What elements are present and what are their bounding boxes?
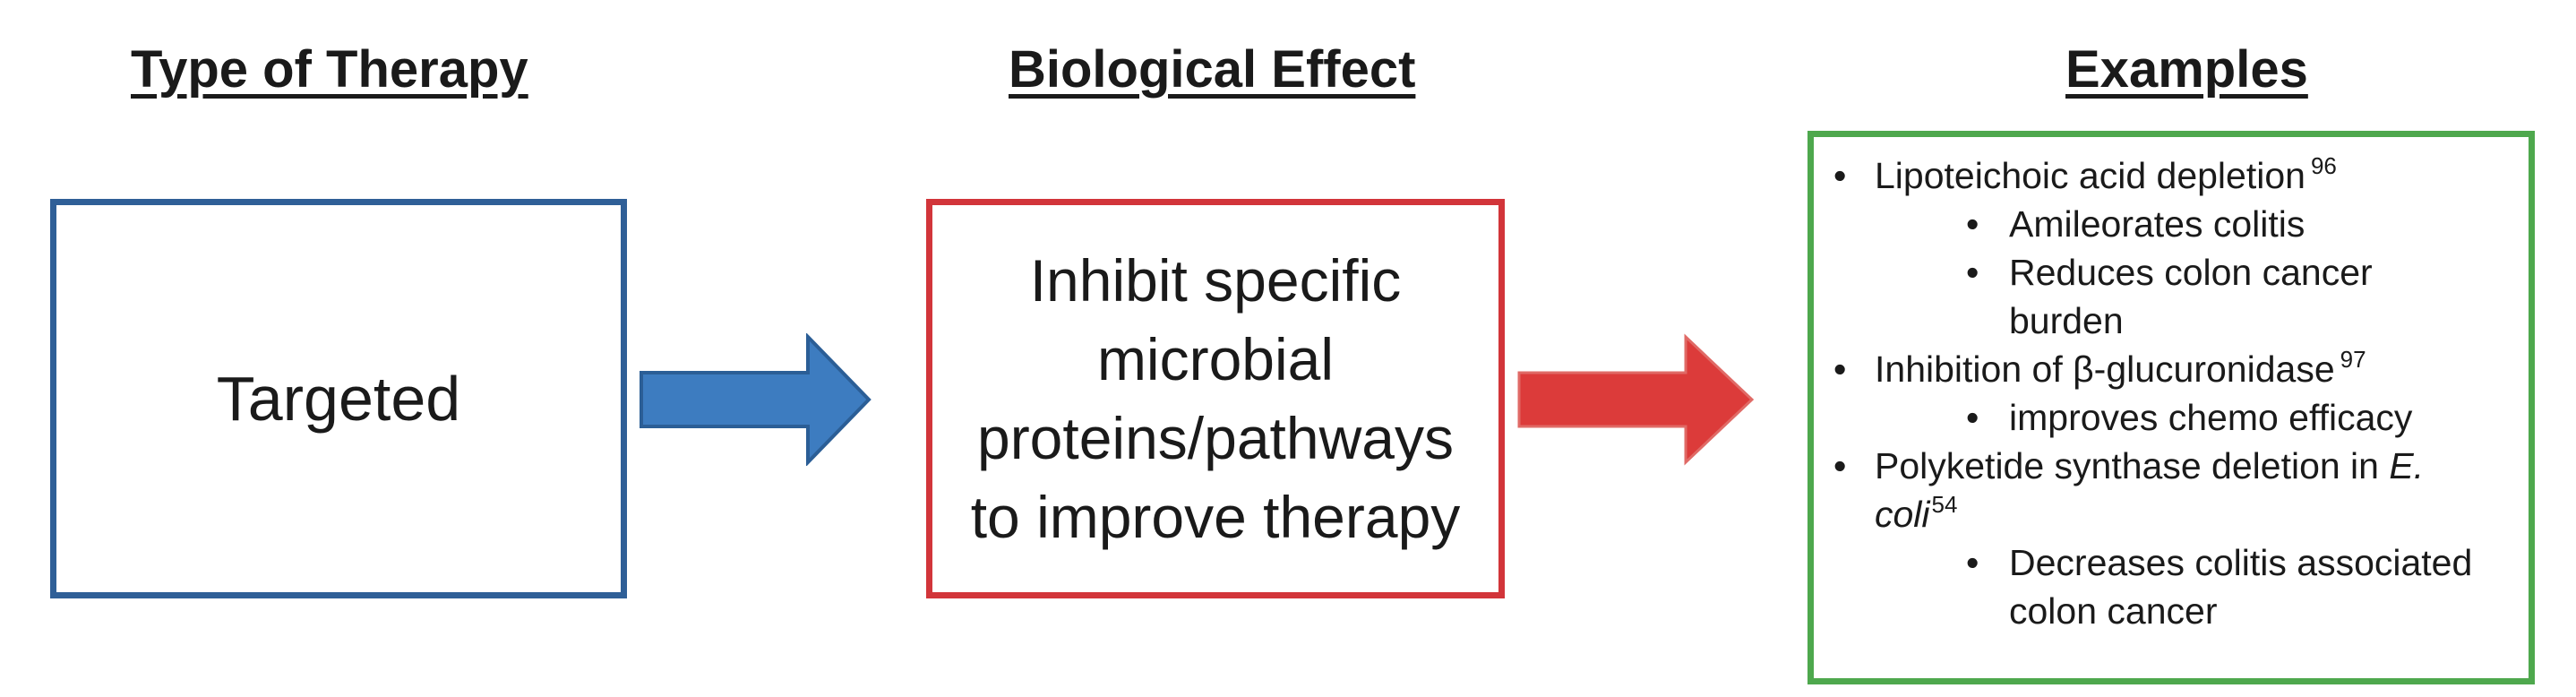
effect-line: microbial: [1096, 326, 1335, 392]
sub-list-item: Decreases colitis associated: [1828, 538, 2520, 587]
reference-number: 54: [1931, 491, 1958, 518]
effect-line: Inhibit specific: [1029, 247, 1402, 314]
sub-list-item: Amileorates colitis: [1828, 200, 2520, 248]
effect-box: Inhibit specific microbial proteins/path…: [926, 199, 1505, 598]
sub-list-item: improves chemo efficacy: [1828, 393, 2520, 442]
blue-arrow-icon: [640, 333, 872, 466]
list-item: Polyketide synthase deletion in E.coli54: [1828, 442, 2520, 538]
effect-line: proteins/pathways: [977, 405, 1454, 471]
heading-type-of-therapy: Type of Therapy: [131, 40, 528, 99]
effect-text: Inhibit specific microbial proteins/path…: [971, 241, 1461, 556]
reference-number: 97: [2340, 346, 2366, 373]
heading-biological-effect: Biological Effect: [1009, 40, 1416, 99]
sub-list-item-continuation: colon cancer: [2009, 590, 2218, 632]
sub-list-item: Reduces colon cancer: [1828, 248, 2520, 297]
sub-list-item-continuation: burden: [2009, 300, 2124, 341]
heading-examples: Examples: [2065, 40, 2308, 99]
red-arrow-icon: [1517, 333, 1755, 466]
effect-line: to improve therapy: [970, 484, 1461, 550]
reference-number: 96: [2310, 152, 2337, 179]
therapy-label: Targeted: [216, 364, 461, 434]
therapy-box: Targeted: [50, 199, 627, 598]
